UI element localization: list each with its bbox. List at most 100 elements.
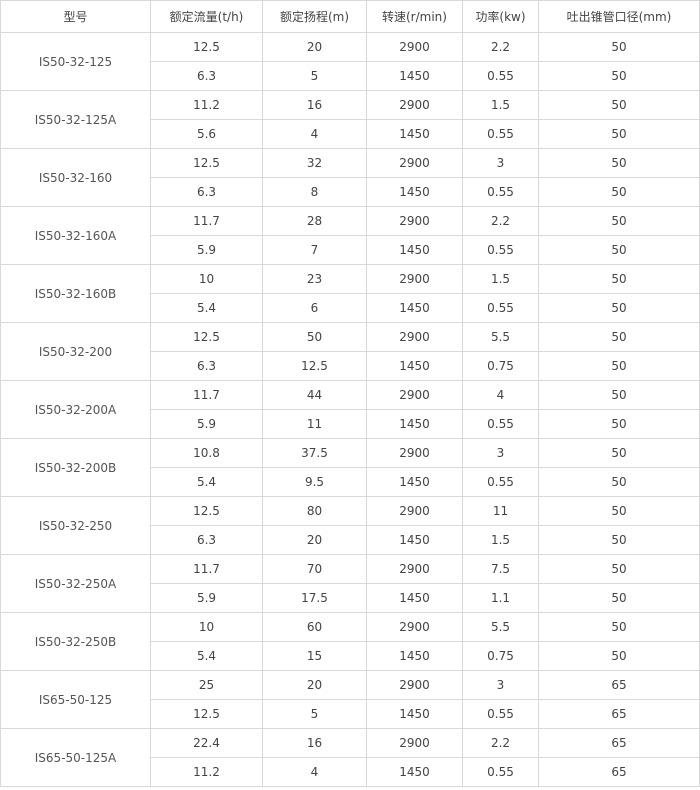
flow-cell: 6.3 <box>150 177 263 207</box>
speed-cell: 1450 <box>366 351 463 381</box>
power-cell: 2.2 <box>462 32 539 62</box>
header-head: 额定扬程(m) <box>262 0 367 33</box>
flow-cell: 5.4 <box>150 293 263 323</box>
power-cell: 0.75 <box>462 641 539 671</box>
table-row: 6.3 8 1450 0.55 50 <box>1 177 700 207</box>
flow-cell: 12.5 <box>150 322 263 352</box>
speed-cell: 1450 <box>366 177 463 207</box>
header-flow: 额定流量(t/h) <box>150 0 263 33</box>
model-cell: IS50-32-250 <box>0 496 151 555</box>
outlet-cell: 50 <box>538 32 700 62</box>
outlet-cell: 50 <box>538 264 700 294</box>
head-cell: 6 <box>262 293 367 323</box>
table-row: IS50-32-200 12.5 50 2900 5.5 50 <box>0 322 700 381</box>
head-cell: 20 <box>262 525 367 555</box>
flow-cell: 12.5 <box>150 32 263 62</box>
flow-cell: 11.7 <box>150 380 263 410</box>
table-row: IS50-32-125A 11.2 16 2900 1.5 50 <box>0 90 700 149</box>
header-power: 功率(kw) <box>462 0 539 33</box>
head-cell: 23 <box>262 264 367 294</box>
speed-cell: 1450 <box>366 235 463 265</box>
model-cell: IS50-32-125A <box>0 90 151 149</box>
table-row: IS50-32-200B 10.8 37.5 2900 3 50 <box>0 438 700 497</box>
speed-cell: 2900 <box>366 32 463 62</box>
power-cell: 1.1 <box>462 583 539 613</box>
head-cell: 5 <box>262 699 367 729</box>
outlet-cell: 65 <box>538 699 700 729</box>
head-cell: 37.5 <box>262 438 367 468</box>
head-cell: 20 <box>262 670 367 700</box>
power-cell: 1.5 <box>462 525 539 555</box>
power-cell: 0.75 <box>462 351 539 381</box>
power-cell: 0.55 <box>462 119 539 149</box>
outlet-cell: 50 <box>538 612 700 642</box>
speed-cell: 2900 <box>366 90 463 120</box>
table-row: IS65-50-125A 22.4 16 2900 2.2 65 <box>0 728 700 787</box>
model-cell: IS50-32-250A <box>0 554 151 613</box>
flow-cell: 10 <box>150 264 263 294</box>
outlet-cell: 65 <box>538 757 700 787</box>
model-cell: IS50-32-125 <box>0 32 151 91</box>
power-cell: 5.5 <box>462 612 539 642</box>
head-cell: 4 <box>262 757 367 787</box>
flow-cell: 5.9 <box>150 409 263 439</box>
flow-cell: 10.8 <box>150 438 263 468</box>
model-cell: IS65-50-125A <box>0 728 151 787</box>
power-cell: 1.5 <box>462 264 539 294</box>
table-row: IS50-32-200A 11.7 44 2900 4 50 <box>0 380 700 439</box>
flow-cell: 5.9 <box>150 235 263 265</box>
speed-cell: 2900 <box>366 670 463 700</box>
table-row: IS50-32-160 12.5 32 2900 3 50 <box>0 148 700 207</box>
head-cell: 16 <box>262 728 367 758</box>
power-cell: 3 <box>462 148 539 178</box>
flow-cell: 11.2 <box>150 90 263 120</box>
head-cell: 80 <box>262 496 367 526</box>
table-row: IS65-50-125 25 20 2900 3 65 <box>0 670 700 729</box>
speed-cell: 1450 <box>366 467 463 497</box>
table-row: 5.9 11 1450 0.55 50 <box>1 409 700 439</box>
flow-cell: 5.4 <box>150 467 263 497</box>
head-cell: 50 <box>262 322 367 352</box>
table-row: 5.4 9.5 1450 0.55 50 <box>1 467 700 497</box>
head-cell: 20 <box>262 32 367 62</box>
speed-cell: 1450 <box>366 293 463 323</box>
outlet-cell: 50 <box>538 467 700 497</box>
model-cell: IS50-32-160 <box>0 148 151 207</box>
outlet-cell: 50 <box>538 641 700 671</box>
table-row: 5.4 6 1450 0.55 50 <box>1 293 700 323</box>
model-cell: IS50-32-160A <box>0 206 151 265</box>
head-cell: 28 <box>262 206 367 236</box>
table-row: IS50-32-250A 11.7 70 2900 7.5 50 <box>0 554 700 613</box>
power-cell: 0.55 <box>462 699 539 729</box>
outlet-cell: 50 <box>538 351 700 381</box>
table-row: 6.3 12.5 1450 0.75 50 <box>1 351 700 381</box>
speed-cell: 2900 <box>366 612 463 642</box>
speed-cell: 1450 <box>366 119 463 149</box>
power-cell: 0.55 <box>462 467 539 497</box>
flow-cell: 12.5 <box>150 699 263 729</box>
head-cell: 70 <box>262 554 367 584</box>
header-outlet: 吐出锥管口径(mm) <box>538 0 700 33</box>
outlet-cell: 50 <box>538 380 700 410</box>
outlet-cell: 50 <box>538 90 700 120</box>
speed-cell: 2900 <box>366 322 463 352</box>
power-cell: 2.2 <box>462 728 539 758</box>
outlet-cell: 50 <box>538 119 700 149</box>
speed-cell: 1450 <box>366 61 463 91</box>
head-cell: 4 <box>262 119 367 149</box>
outlet-cell: 50 <box>538 235 700 265</box>
header-model: 型号 <box>0 0 151 33</box>
outlet-cell: 50 <box>538 554 700 584</box>
head-cell: 32 <box>262 148 367 178</box>
power-cell: 3 <box>462 670 539 700</box>
flow-cell: 5.9 <box>150 583 263 613</box>
model-cell: IS50-32-250B <box>0 612 151 671</box>
model-cell: IS65-50-125 <box>0 670 151 729</box>
outlet-cell: 50 <box>538 148 700 178</box>
outlet-cell: 50 <box>538 583 700 613</box>
speed-cell: 2900 <box>366 148 463 178</box>
power-cell: 0.55 <box>462 235 539 265</box>
model-cell: IS50-32-200 <box>0 322 151 381</box>
speed-cell: 2900 <box>366 380 463 410</box>
